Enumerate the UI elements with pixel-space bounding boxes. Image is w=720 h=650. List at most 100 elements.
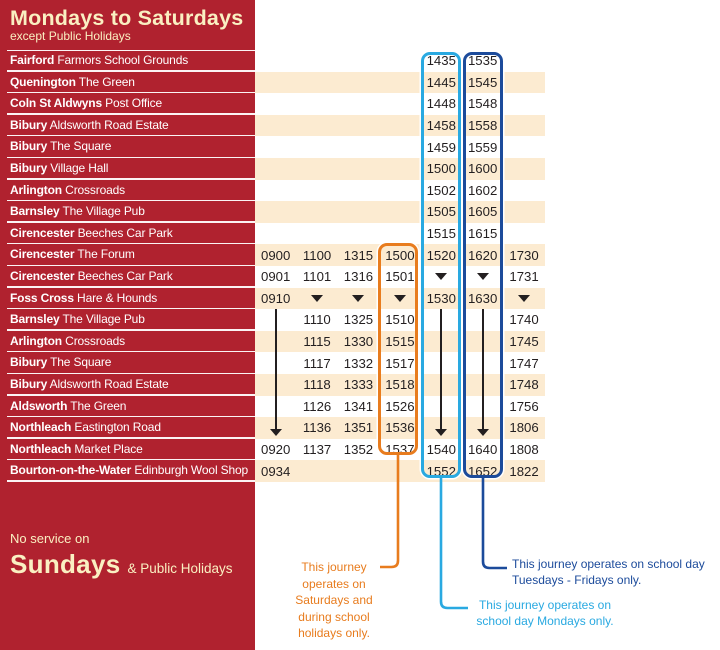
- stop-place: Bourton-on-the-Water: [10, 463, 132, 478]
- empty-cell: [379, 201, 421, 223]
- time-cell: 1126: [302, 398, 332, 414]
- navy-journey-note: This journey operates on school day Tuesd…: [512, 556, 720, 588]
- stop-label: Northleach Eastington Road: [0, 417, 255, 439]
- through-line-cell: [421, 352, 462, 374]
- skip-stop-cell: [337, 287, 380, 310]
- through-line: [481, 395, 484, 418]
- through-line-cell: [255, 309, 296, 331]
- empty-cell: [379, 114, 421, 137]
- time-cell: 1615: [467, 226, 498, 242]
- orange-journey-highlight-box: [378, 243, 418, 455]
- timetable-row: Arlington Crossroads 1115 1330 1515 1745: [0, 330, 545, 353]
- through-line: [440, 309, 443, 331]
- time-cell: 1325: [343, 312, 374, 328]
- through-line: [274, 309, 277, 331]
- stop-label: Northleach Market Place: [0, 439, 255, 461]
- through-line: [481, 373, 484, 396]
- empty-cell: [255, 50, 296, 72]
- through-line-cell: [421, 309, 462, 331]
- stop-place: Bibury: [10, 139, 48, 154]
- empty-cell: [296, 114, 338, 137]
- stop-place: Northleach: [10, 441, 72, 456]
- stop-name: Crossroads: [65, 333, 126, 348]
- time-cell: 1730: [503, 244, 545, 266]
- time-cell: 1806: [503, 417, 545, 439]
- skip-stop-icon: [352, 294, 365, 302]
- stop-place: Bibury: [10, 376, 48, 391]
- timetable-row: Aldsworth The Green 1126 1341 1526 1756: [0, 395, 545, 418]
- stop-name: The Forum: [77, 247, 135, 262]
- timetable-row: Bibury Village Hall 1500 1600: [0, 157, 545, 180]
- time-cell: 1548: [467, 96, 498, 112]
- stop-label: Bourton-on-the-Water Edinburgh Wool Shop: [0, 460, 255, 482]
- stop-label: Bibury Village Hall: [0, 158, 255, 180]
- time-cell: 1118: [296, 373, 338, 396]
- empty-cell: [255, 114, 297, 137]
- time-cell: 1458: [420, 114, 462, 137]
- stop-place: Fairford: [10, 53, 55, 67]
- empty-cell: [503, 201, 545, 223]
- through-line: [440, 330, 443, 353]
- stop-place: Quenington: [10, 74, 76, 89]
- time-cell: 1747: [509, 355, 539, 371]
- stop-place: Northleach: [10, 420, 72, 435]
- time-cell: 1341: [343, 398, 374, 414]
- empty-cell: [296, 50, 337, 72]
- time-cell: 1333: [337, 373, 380, 396]
- stop-label: Barnsley The Village Pub: [0, 309, 255, 331]
- stop-name: The Square: [50, 139, 112, 154]
- timetable-row: Quenington The Green 1445 1545: [0, 71, 545, 94]
- empty-cell: [296, 460, 338, 482]
- through-line: [440, 373, 443, 396]
- skip-stop-cell: [296, 287, 338, 310]
- note-line: during school: [298, 609, 370, 624]
- time-cell: 1559: [467, 139, 498, 155]
- through-line-cell: [421, 395, 462, 418]
- time-cell: 1510: [385, 312, 415, 328]
- time-cell: 1136: [296, 417, 338, 439]
- time-cell: 1330: [337, 330, 380, 353]
- no-service-day: Sundays: [10, 549, 121, 579]
- note-line: This journey: [301, 560, 367, 574]
- time-cell: 1115: [296, 330, 338, 353]
- empty-cell: [255, 71, 297, 94]
- time-cell: 1351: [337, 417, 380, 439]
- orange-journey-note: This journey operates on Saturdays and duri…: [288, 559, 380, 642]
- stop-label: Aldsworth The Green: [0, 396, 255, 418]
- through-line-cell: [255, 330, 297, 353]
- empty-cell: [337, 201, 380, 223]
- stop-label: Barnsley The Village Pub: [0, 201, 255, 223]
- empty-cell: [379, 223, 420, 245]
- note-line: school day Mondays only.: [476, 614, 614, 628]
- time-cell: 1100: [296, 244, 338, 266]
- time-cell: 1316: [343, 269, 374, 285]
- empty-cell: [503, 157, 545, 180]
- note-line: This journey operates on school day: [512, 557, 705, 571]
- timetable-row: Foss Cross Hare & Hounds 0910 1530 1630: [0, 287, 545, 310]
- time-cell: 1459: [426, 139, 456, 155]
- timetable-row: Coln St Aldwyns Post Office 1448 1548: [0, 93, 545, 115]
- stop-place: Arlington: [10, 182, 62, 197]
- through-line: [440, 395, 443, 418]
- empty-cell: [503, 50, 544, 72]
- no-service-prefix: No service on: [10, 531, 90, 546]
- time-cell: 1602: [467, 182, 498, 198]
- through-line: [481, 309, 484, 331]
- through-arrow-end-icon: [476, 417, 489, 439]
- time-cell: 1600: [461, 157, 504, 180]
- empty-cell: [296, 180, 337, 202]
- time-cell: 1535: [467, 53, 498, 69]
- empty-cell: [255, 223, 296, 245]
- time-cell: 1808: [509, 441, 539, 457]
- skip-stop-icon: [435, 273, 448, 281]
- empty-cell: [255, 157, 297, 180]
- empty-cell: [503, 223, 544, 245]
- stop-name: The Square: [50, 355, 112, 370]
- time-cell: 1448: [426, 96, 456, 112]
- stop-label: Bibury The Square: [0, 352, 255, 374]
- stop-place: Foss Cross: [10, 290, 74, 305]
- stop-label: Bibury The Square: [0, 136, 255, 158]
- empty-cell: [296, 71, 338, 94]
- note-line: operates on: [302, 576, 366, 591]
- empty-cell: [503, 71, 545, 94]
